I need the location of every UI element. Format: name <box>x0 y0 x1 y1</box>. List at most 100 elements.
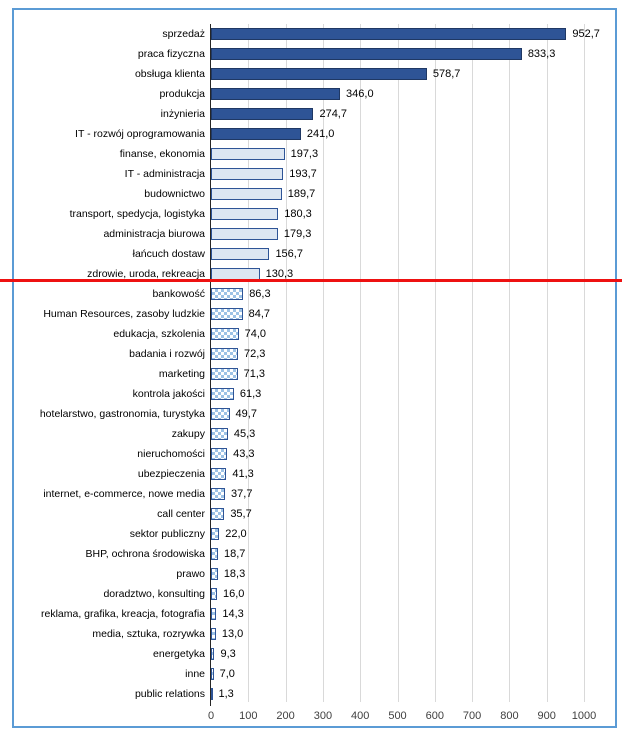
category-label: nieruchomości <box>137 448 205 460</box>
category-label: obsługa klienta <box>134 68 205 80</box>
value-label: 37,7 <box>231 488 253 500</box>
bar-row: zakupy 45,3 <box>14 424 615 444</box>
category-label: marketing <box>158 368 205 380</box>
bar-track: 74,0 <box>211 324 615 344</box>
category-label: sektor publiczny <box>129 528 205 540</box>
bar-track: 1,3 <box>211 684 615 704</box>
category-label: budownictwo <box>144 188 205 200</box>
bar-track: 35,7 <box>211 504 615 524</box>
bar <box>211 168 284 180</box>
category-label: IT - administracja <box>124 168 205 180</box>
bar <box>211 668 214 680</box>
bar-track: 72,3 <box>211 344 615 364</box>
value-label: 952,7 <box>572 28 600 40</box>
bar-row: media, sztuka, rozrywka 13,0 <box>14 624 615 644</box>
bar <box>211 368 238 380</box>
bar-row: budownictwo 189,7 <box>14 184 615 204</box>
value-label: 197,3 <box>290 148 319 160</box>
bar-track: 274,7 <box>211 104 615 124</box>
x-tick-label: 300 <box>313 710 333 722</box>
plot-area: sprzedaż 952,7 praca fizyczna 833,3 obsługa … <box>14 24 615 726</box>
x-tick-label: 800 <box>500 710 519 722</box>
bar-row: produkcja 346,0 <box>14 84 615 104</box>
bar-row: energetyka 9,3 <box>14 644 615 664</box>
grid-layer <box>211 24 606 702</box>
category-label: produkcja <box>159 88 205 100</box>
bar-row: internet, e-commerce, nowe media 37,7 <box>14 484 615 504</box>
bar-track: 346,0 <box>211 84 615 104</box>
bar <box>211 188 282 200</box>
bar-track: 241,0 <box>211 124 615 144</box>
bar-track: 45,3 <box>211 424 615 444</box>
bar-track: 18,3 <box>211 564 615 584</box>
gridline <box>397 24 399 702</box>
bar <box>211 108 314 120</box>
value-label: 45,3 <box>233 428 256 440</box>
x-tick-label: 0 <box>207 710 215 722</box>
category-label: ubezpieczenia <box>137 468 205 480</box>
bar-row: doradztwo, konsulting 16,0 <box>14 584 615 604</box>
bar-row: inne 7,0 <box>14 664 615 684</box>
bar <box>211 128 301 140</box>
value-label: 179,3 <box>283 228 312 240</box>
bar-track: 43,3 <box>211 444 615 464</box>
category-label: administracja biurowa <box>103 228 205 240</box>
x-axis-tick-labels: 0 100 200 300 400 500 600 700 800 900 1000 <box>207 710 606 726</box>
value-label: 9,3 <box>220 648 236 660</box>
bar-track: 71,3 <box>211 364 615 384</box>
bar <box>211 568 218 580</box>
category-label: IT - rozwój oprogramowania <box>75 128 205 140</box>
bar-track: 86,3 <box>211 284 615 304</box>
x-tick-label: 700 <box>462 710 482 722</box>
category-axis-line <box>209 24 211 706</box>
gridline <box>472 24 474 702</box>
bar-track: 37,7 <box>211 484 615 504</box>
value-label: 1,3 <box>218 688 234 700</box>
bar-track: 833,3 <box>211 44 615 64</box>
bar <box>211 548 218 560</box>
bar <box>211 448 228 460</box>
bar <box>211 508 225 520</box>
bar-row: IT - administracja 193,7 <box>14 164 615 184</box>
value-label: 189,7 <box>287 188 316 200</box>
bar-row: łańcuch dostaw 156,7 <box>14 244 615 264</box>
bar-track: 197,3 <box>211 144 615 164</box>
value-label: 833,3 <box>527 48 556 60</box>
category-label: praca fizyczna <box>137 48 205 60</box>
bar-track: 952,7 <box>211 24 615 44</box>
gridline <box>248 24 250 702</box>
value-label: 41,3 <box>232 468 254 480</box>
value-label: 22,0 <box>225 528 247 540</box>
bar-track: 7,0 <box>211 664 615 684</box>
bar-row: edukacja, szkolenia 74,0 <box>14 324 615 344</box>
gridline <box>285 24 287 702</box>
bar-track: 13,0 <box>211 624 615 644</box>
bar-row: public relations 1,3 <box>14 684 615 704</box>
bar <box>211 88 341 100</box>
category-label: łańcuch dostaw <box>132 248 205 260</box>
x-tick-label: 200 <box>276 710 295 722</box>
bar-row: transport, spedycja, logistyka 180,3 <box>14 204 615 224</box>
chart-frame: sprzedaż 952,7 praca fizyczna 833,3 obsługa … <box>12 8 617 728</box>
bar-row: prawo 18,3 <box>14 564 615 584</box>
bar <box>211 608 217 620</box>
category-label: inżynieria <box>160 108 205 120</box>
bar <box>211 628 216 640</box>
category-label: inne <box>185 668 205 680</box>
value-label: 86,3 <box>249 288 271 300</box>
value-label: 18,3 <box>223 568 246 580</box>
category-label: call center <box>157 508 205 520</box>
bar-row: badania i rozwój 72,3 <box>14 344 615 364</box>
category-label: prawo <box>176 568 205 580</box>
bar-track: 193,7 <box>211 164 615 184</box>
category-label: Human Resources, zasoby ludzkie <box>43 308 205 320</box>
bar-row: kontrola jakości 61,3 <box>14 384 615 404</box>
bar-row: finanse, ekonomia 197,3 <box>14 144 615 164</box>
bar <box>211 48 522 60</box>
bar <box>211 308 243 320</box>
category-label: kontrola jakości <box>132 388 205 400</box>
bar <box>211 248 270 260</box>
bar-track: 41,3 <box>211 464 615 484</box>
category-label: internet, e-commerce, nowe media <box>43 488 205 500</box>
bar-track: 130,3 <box>211 264 615 284</box>
